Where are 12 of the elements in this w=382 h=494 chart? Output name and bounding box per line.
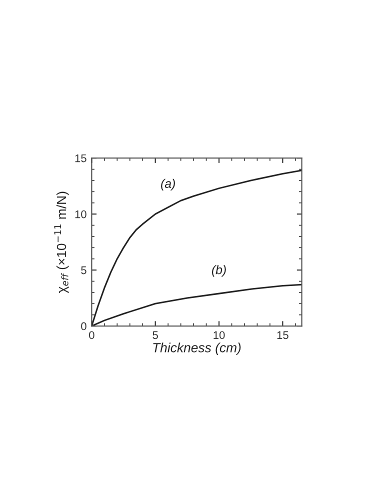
series-label: (b) [212, 265, 226, 277]
x-tick-label: 15 [277, 331, 288, 340]
y-tick-label: 10 [75, 210, 86, 218]
y-tick-label: 5 [81, 266, 86, 274]
y-axis-title: χ$_{eff}$ (×10$^{−11}$ m/N) [54, 192, 69, 294]
x-axis-title: Thickness (cm) [153, 342, 241, 355]
y-tick-label: 0 [81, 322, 86, 330]
x-tick-label: 10 [214, 331, 225, 340]
x-tick-label: 5 [152, 331, 158, 340]
series-label: (a) [161, 178, 175, 190]
y-tick-label: 15 [75, 154, 86, 162]
x-tick-label: 0 [89, 331, 94, 340]
